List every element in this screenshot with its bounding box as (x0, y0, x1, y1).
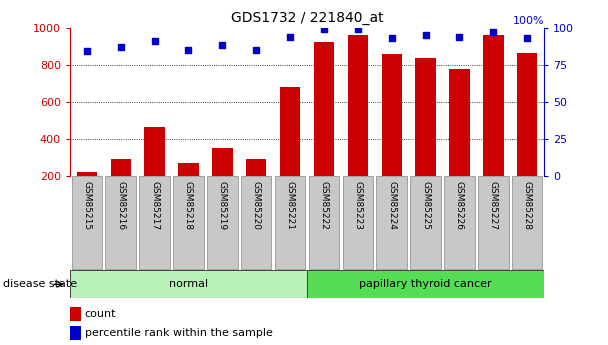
Point (319, 26, 329, 32)
Bar (280, 87, 300, 176)
Point (421, 32, 430, 38)
Point (353, 26, 363, 32)
FancyBboxPatch shape (512, 176, 542, 269)
FancyBboxPatch shape (478, 176, 508, 269)
Text: disease state: disease state (3, 279, 77, 289)
FancyBboxPatch shape (173, 176, 204, 269)
Bar (77, 172, 97, 176)
Point (150, 38, 159, 44)
Text: count: count (85, 309, 116, 319)
Text: GSM85215: GSM85215 (82, 181, 91, 230)
Text: GSM85228: GSM85228 (523, 181, 532, 230)
Text: 100%: 100% (513, 16, 544, 26)
Text: GSM85220: GSM85220 (252, 181, 261, 230)
FancyBboxPatch shape (410, 176, 441, 269)
Text: GSM85224: GSM85224 (387, 181, 396, 229)
Text: GSM85219: GSM85219 (218, 181, 227, 230)
Text: GSM85221: GSM85221 (286, 181, 295, 230)
Bar (382, 53, 402, 176)
Point (522, 35, 532, 41)
Bar (246, 159, 266, 176)
Point (218, 43, 227, 48)
FancyBboxPatch shape (307, 270, 544, 298)
FancyBboxPatch shape (139, 176, 170, 269)
Text: percentile rank within the sample: percentile rank within the sample (85, 328, 272, 338)
Bar (111, 159, 131, 176)
Bar (178, 163, 199, 176)
Text: GSM85218: GSM85218 (184, 181, 193, 230)
Point (387, 35, 396, 41)
Text: GSM85217: GSM85217 (150, 181, 159, 230)
FancyBboxPatch shape (342, 176, 373, 269)
Text: normal: normal (169, 279, 208, 289)
Point (82, 49, 92, 54)
Bar (348, 35, 368, 176)
Text: GSM85223: GSM85223 (353, 181, 362, 230)
Bar (70, 307, 81, 321)
Text: GSM85222: GSM85222 (319, 181, 328, 229)
Text: GSM85227: GSM85227 (489, 181, 498, 230)
Text: GSM85225: GSM85225 (421, 181, 430, 230)
Point (116, 44, 126, 50)
FancyBboxPatch shape (444, 176, 475, 269)
Bar (145, 127, 165, 176)
Bar (70, 326, 81, 339)
FancyBboxPatch shape (241, 176, 271, 269)
FancyBboxPatch shape (70, 270, 307, 298)
Text: GSM85216: GSM85216 (116, 181, 125, 230)
FancyBboxPatch shape (106, 176, 136, 269)
Bar (517, 53, 537, 176)
Text: GSM85226: GSM85226 (455, 181, 464, 230)
Bar (483, 35, 503, 176)
FancyBboxPatch shape (309, 176, 339, 269)
Point (184, 47, 193, 53)
FancyBboxPatch shape (207, 176, 238, 269)
Bar (449, 69, 469, 176)
Bar (212, 148, 232, 176)
Point (285, 34, 295, 39)
FancyBboxPatch shape (72, 176, 102, 269)
Bar (314, 42, 334, 176)
Point (488, 29, 498, 35)
Point (455, 34, 465, 39)
FancyBboxPatch shape (376, 176, 407, 269)
Title: GDS1732 / 221840_at: GDS1732 / 221840_at (230, 11, 384, 25)
FancyBboxPatch shape (275, 176, 305, 269)
Point (251, 47, 261, 53)
Text: papillary thyroid cancer: papillary thyroid cancer (359, 279, 492, 289)
Bar (415, 58, 436, 176)
